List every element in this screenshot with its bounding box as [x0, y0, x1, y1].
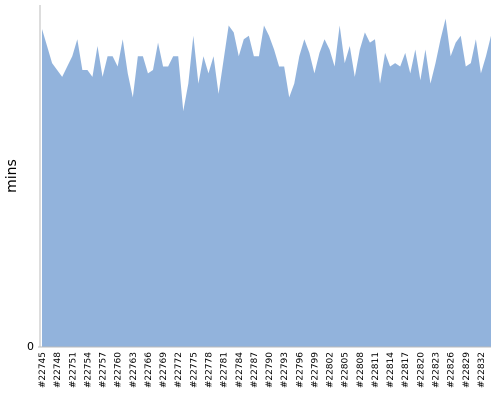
- x-tick-label: #22811: [371, 352, 381, 388]
- x-tick-label: #22829: [462, 352, 472, 388]
- x-tick-label: #22757: [99, 352, 109, 388]
- x-tick-label: #22814: [386, 352, 396, 388]
- x-tick-label: #22784: [235, 352, 245, 388]
- x-tick-label: #22769: [159, 352, 169, 388]
- x-tick-label: #22775: [189, 352, 199, 388]
- x-tick-label: #22772: [174, 352, 184, 388]
- x-tick-label: #22826: [447, 352, 457, 388]
- y-tick-label: 0: [27, 340, 34, 353]
- x-tick-label: #22802: [326, 352, 336, 388]
- x-tick-label: #22760: [114, 352, 124, 388]
- x-tick-label: #22748: [53, 352, 63, 388]
- x-tick-label: #22793: [280, 352, 290, 388]
- x-tick-label: #22754: [83, 352, 93, 388]
- area: [42, 18, 491, 348]
- x-tick-label: #22820: [416, 352, 426, 388]
- x-tick-label: #22796: [295, 352, 305, 388]
- x-tick-label: #22751: [68, 352, 78, 388]
- x-tick-label: #22790: [265, 352, 275, 388]
- y-axis-label: mins: [4, 159, 20, 193]
- x-tick-label: #22778: [204, 352, 214, 388]
- x-tick-label: #22781: [220, 352, 230, 388]
- x-tick-label: #22745: [38, 352, 48, 388]
- x-tick-label: #22787: [250, 352, 260, 388]
- x-tick-label: #22832: [477, 352, 487, 388]
- x-tick-label: #22805: [341, 352, 351, 388]
- x-tick-label: #22799: [310, 352, 320, 388]
- x-tick-label: #22766: [144, 352, 154, 388]
- x-tick-label: #22817: [401, 352, 411, 388]
- x-tick-label: #22823: [432, 352, 442, 388]
- x-tick-label: #22808: [356, 352, 366, 388]
- x-tick-label: #22763: [129, 352, 139, 388]
